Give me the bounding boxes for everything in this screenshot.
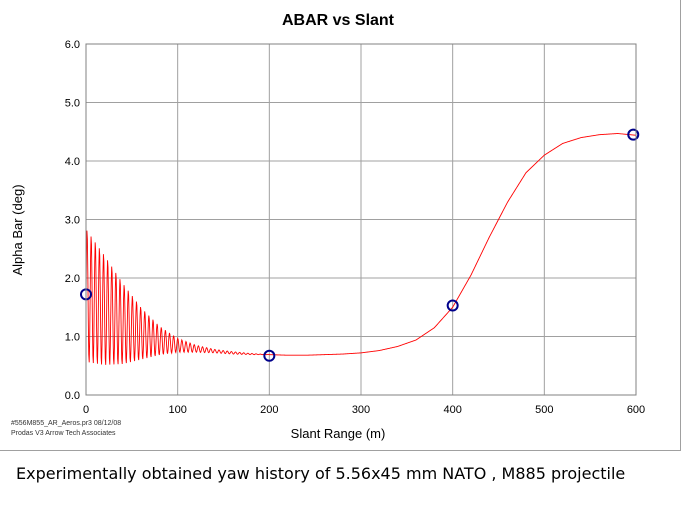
- x-tick-label: 600: [627, 404, 645, 416]
- y-tick-label: 6.0: [65, 39, 80, 51]
- x-axis-label: Slant Range (m): [291, 426, 386, 441]
- chart: 0 100 200 300 400 500 600 0.0 1.0 2.0 3.0 4.0 5.0 6.0…: [10, 12, 645, 441]
- x-tick-label: 100: [168, 404, 186, 416]
- y-tick-label: 4.0: [65, 156, 80, 168]
- y-tick-label: 5.0: [65, 98, 80, 110]
- alpha-bar-line: [85, 133, 637, 365]
- chart-panel: 0 100 200 300 400 500 600 0.0 1.0 2.0 3.0 4.0 5.0 6.0…: [0, 0, 681, 451]
- measured-point-marker: [446, 299, 459, 312]
- series-group: [80, 128, 640, 365]
- footer-software-info: Prodas V3 Arrow Tech Associates: [11, 430, 116, 437]
- x-tick-label: 0: [83, 404, 89, 416]
- footer-file-info: #556M855_AR_Aeros.pr3 08/12/08: [11, 420, 122, 427]
- y-tick-label: 2.0: [65, 273, 80, 285]
- measured-point-marker: [627, 128, 640, 141]
- y-axis-label: Alpha Bar (deg): [10, 184, 25, 275]
- y-tick-label: 0.0: [65, 390, 80, 402]
- y-tick-label: 1.0: [65, 332, 80, 344]
- figure-caption: Experimentally obtained yaw history of 5…: [16, 464, 626, 483]
- tick-labels: 0 100 200 300 400 500 600 0.0 1.0 2.0 3.0 4.0 5.0 6.0: [65, 39, 645, 416]
- x-tick-label: 200: [260, 404, 278, 416]
- measured-point-marker: [263, 349, 276, 362]
- x-tick-label: 300: [352, 404, 370, 416]
- y-tick-label: 3.0: [65, 215, 80, 227]
- chart-title: ABAR vs Slant: [282, 12, 395, 29]
- x-tick-label: 400: [443, 404, 461, 416]
- plot-border: [85, 43, 637, 396]
- x-tick-label: 500: [535, 404, 553, 416]
